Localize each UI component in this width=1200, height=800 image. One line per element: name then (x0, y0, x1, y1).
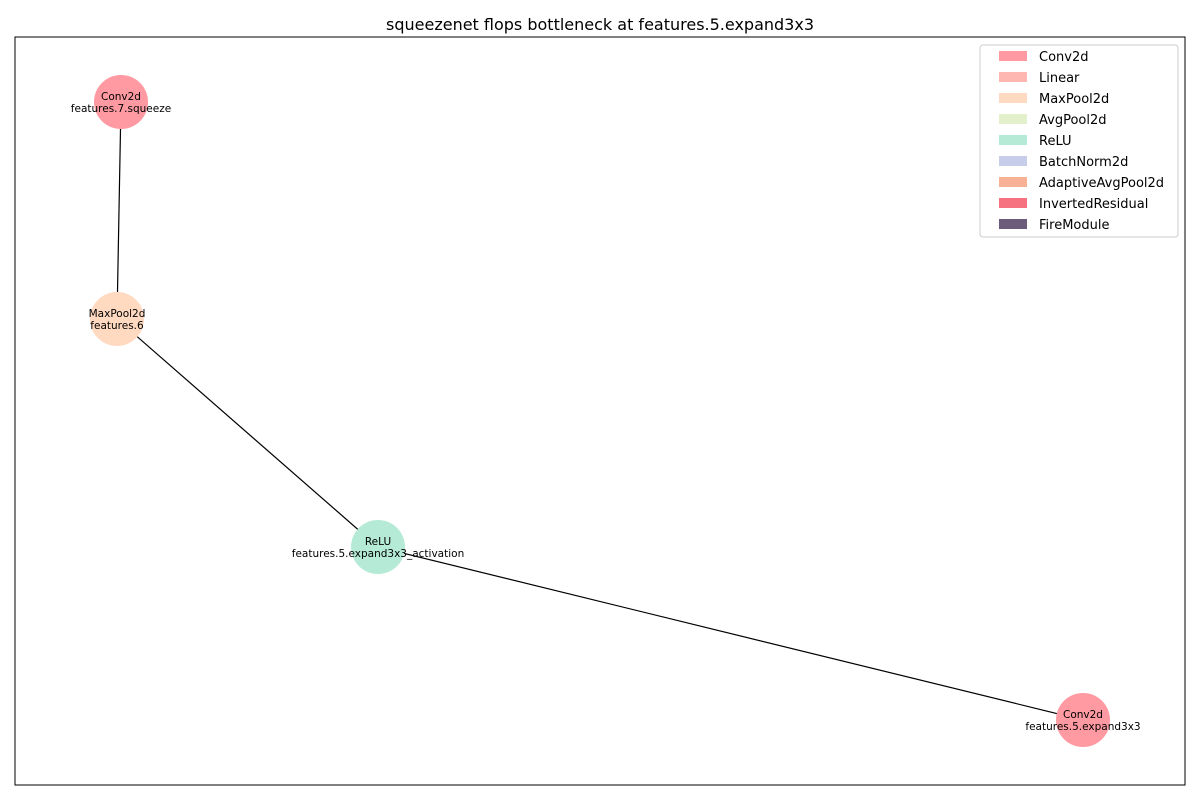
chart-title: squeezenet flops bottleneck at features.… (386, 15, 814, 34)
legend-label: ReLU (1039, 134, 1072, 149)
legend-swatch (999, 135, 1027, 145)
legend-label: InvertedResidual (1039, 197, 1148, 212)
node-name-label: features.7.squeeze (71, 103, 171, 115)
node-name-label: features.6 (90, 320, 144, 332)
legend: Conv2d Linear MaxPool2d AvgPool2d ReLU BatchN… (979, 44, 1179, 238)
legend-swatch (999, 93, 1027, 103)
legend-swatch (999, 72, 1027, 82)
node-circle (1056, 693, 1110, 747)
legend-label: Linear (1039, 71, 1080, 86)
node-type-label: Conv2d (1063, 709, 1103, 721)
node-type-label: MaxPool2d (89, 308, 146, 320)
node-circle (94, 75, 148, 129)
legend-label: BatchNorm2d (1039, 155, 1128, 170)
node-circle (90, 292, 144, 346)
legend-swatch (999, 177, 1027, 187)
graph-edge (377, 546, 1084, 721)
legend-swatch (999, 114, 1027, 124)
legend-swatch (999, 198, 1027, 208)
graph-edge (116, 318, 379, 548)
legend-box (979, 44, 1179, 238)
legend-label: FireModule (1039, 218, 1109, 233)
node-type-label: ReLU (365, 536, 391, 548)
legend-label: MaxPool2d (1039, 92, 1109, 107)
legend-swatch (999, 51, 1027, 61)
legend-label: Conv2d (1039, 50, 1089, 65)
legend-swatch (999, 219, 1027, 229)
node-name-label: features.5.expand3x3 (1025, 721, 1140, 733)
legend-swatch (999, 156, 1027, 166)
legend-label: AvgPool2d (1039, 113, 1107, 128)
node-type-label: Conv2d (101, 91, 141, 103)
edges-layer (116, 101, 1084, 721)
node-name-label: features.5.expand3x3_activation (292, 548, 464, 560)
nodes-layer: Conv2dfeatures.7.squeezeMaxPool2dfeature… (71, 75, 1141, 747)
graph-edge (116, 101, 122, 320)
node-circle (351, 520, 405, 574)
legend-label: AdaptiveAvgPool2d (1039, 176, 1164, 191)
plot-frame (14, 36, 1186, 786)
